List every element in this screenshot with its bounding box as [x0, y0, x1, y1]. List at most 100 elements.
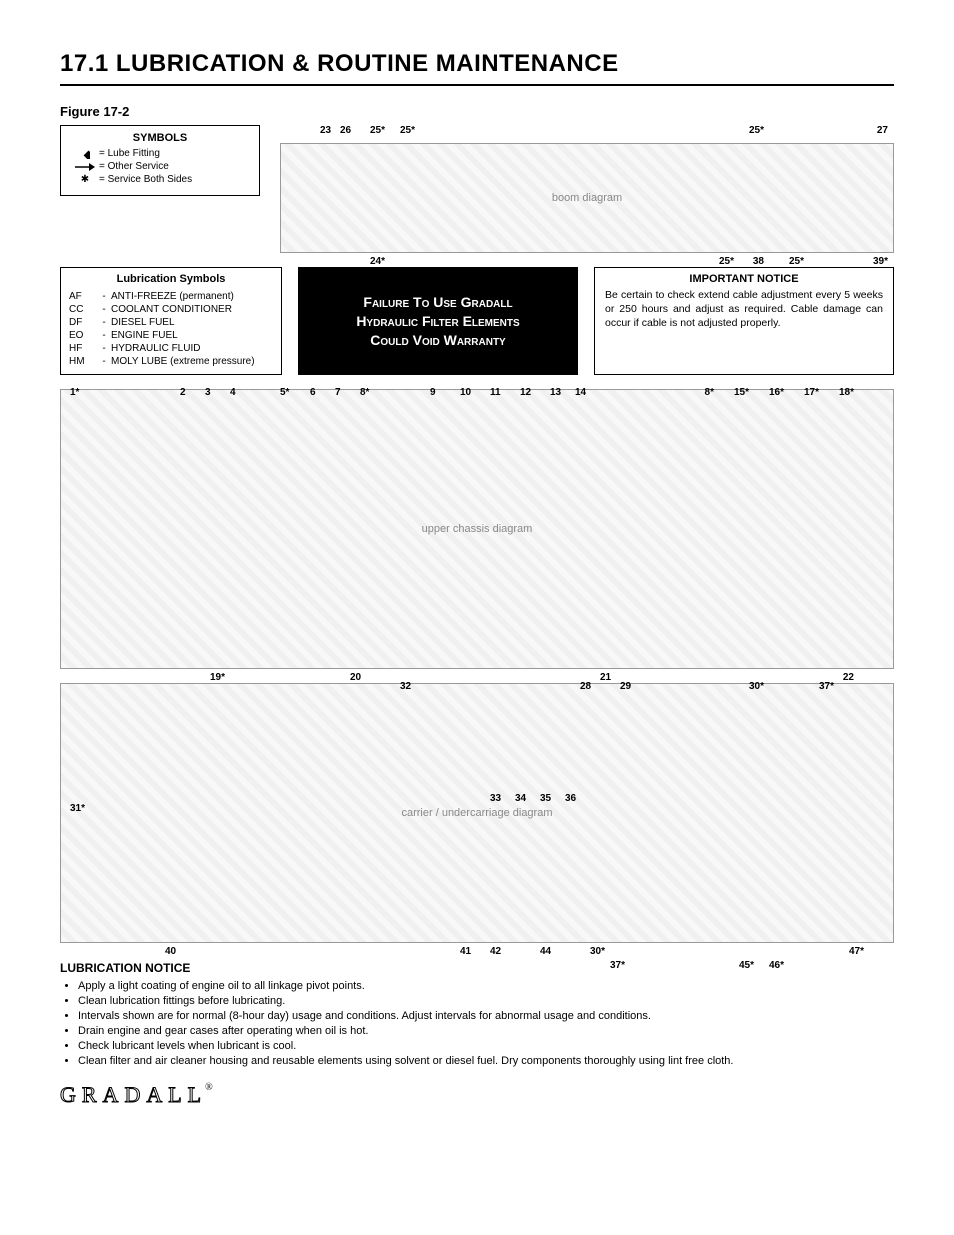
callout: 3 — [205, 387, 211, 398]
callout: 14 — [575, 387, 586, 398]
symbol-text: = Service Both Sides — [99, 174, 249, 185]
callout: 25* — [719, 256, 734, 267]
callout: 35 — [540, 793, 551, 804]
callout: 34 — [515, 793, 526, 804]
list-item: Intervals shown are for normal (8-hour d… — [78, 1009, 894, 1024]
callout: 25* — [370, 125, 385, 136]
lub-sym-row: DF-DIESEL FUEL — [69, 316, 273, 329]
callout: 4 — [230, 387, 236, 398]
callout: 15* — [734, 387, 749, 398]
desc: MOLY LUBE (extreme pressure) — [111, 355, 273, 368]
abbr: HM — [69, 355, 97, 368]
callout: 17* — [804, 387, 819, 398]
boom-diagram: 23 26 25* 25* 25* 27 boom diagram 24* 25… — [280, 125, 894, 253]
callout: 42 — [490, 946, 501, 957]
desc: HYDRAULIC FLUID — [111, 342, 273, 355]
lub-sym-row: AF-ANTI-FREEZE (permanent) — [69, 290, 273, 303]
gradall-logo: GRADALL® — [60, 1082, 894, 1108]
callout: 8* — [705, 387, 714, 398]
callout: 24* — [370, 256, 385, 267]
figure-label: Figure 17-2 — [60, 104, 894, 119]
callout: 47* — [849, 946, 864, 957]
lubrication-notice: LUBRICATION NOTICE Apply a light coating… — [60, 961, 894, 1068]
callout: 13 — [550, 387, 561, 398]
abbr: CC — [69, 303, 97, 316]
callout: 37* — [819, 681, 834, 692]
diagram-placeholder: boom diagram — [280, 143, 894, 253]
warranty-line: Could Void Warranty — [356, 331, 519, 350]
lubrication-symbols-box: Lubrication Symbols AF-ANTI-FREEZE (perm… — [60, 267, 282, 375]
callout: 7 — [335, 387, 341, 398]
symbol-text: = Lube Fitting — [99, 148, 249, 159]
callout: 23 — [320, 125, 331, 136]
symbols-box: SYMBOLS = Lube Fitting = Other Service ✱… — [60, 125, 260, 196]
callout: 44 — [540, 946, 551, 957]
lubrication-symbols-heading: Lubrication Symbols — [69, 272, 273, 286]
desc: ENGINE FUEL — [111, 329, 273, 342]
registered-icon: ® — [205, 1082, 213, 1093]
callout: 9 — [430, 387, 436, 398]
important-notice-heading: IMPORTANT NOTICE — [605, 272, 883, 286]
callout: 5* — [280, 387, 289, 398]
callout: 8* — [360, 387, 369, 398]
callout: 39* — [873, 256, 888, 267]
lub-sym-row: HF-HYDRAULIC FLUID — [69, 342, 273, 355]
logo-text: GRADALL — [60, 1082, 207, 1107]
callout: 1* — [70, 387, 79, 398]
callout: 32 — [400, 681, 411, 692]
warranty-line: Failure To Use Gradall — [356, 293, 519, 312]
callout: 28 — [580, 681, 591, 692]
desc: DIESEL FUEL — [111, 316, 273, 329]
callout: 21 — [600, 672, 611, 683]
diagram-placeholder: upper chassis diagram — [60, 389, 894, 669]
lub-sym-row: HM-MOLY LUBE (extreme pressure) — [69, 355, 273, 368]
desc: ANTI-FREEZE (permanent) — [111, 290, 273, 303]
dash: - — [97, 342, 111, 355]
warranty-notice: Failure To Use Gradall Hydraulic Filter … — [298, 267, 578, 375]
callout: 2 — [180, 387, 186, 398]
symbols-heading: SYMBOLS — [71, 132, 249, 144]
dash: - — [97, 303, 111, 316]
dash: - — [97, 355, 111, 368]
callout: 33 — [490, 793, 501, 804]
dash: - — [97, 290, 111, 303]
service-both-sides-icon: ✱ — [71, 174, 99, 185]
abbr: EO — [69, 329, 97, 342]
callout: 22 — [843, 672, 854, 683]
callout: 41 — [460, 946, 471, 957]
callout: 46* — [769, 960, 784, 971]
callout: 31* — [70, 803, 85, 814]
callout: 25* — [749, 125, 764, 136]
lub-sym-row: EO-ENGINE FUEL — [69, 329, 273, 342]
abbr: DF — [69, 316, 97, 329]
callout: 11 — [490, 387, 501, 398]
callout: 30* — [590, 946, 605, 957]
callout: 38 — [753, 256, 764, 267]
callout: 27 — [877, 125, 888, 136]
warranty-line: Hydraulic Filter Elements — [356, 312, 519, 331]
other-service-icon — [71, 162, 99, 172]
callout: 12 — [520, 387, 531, 398]
diagram-placeholder: carrier / undercarriage diagram — [60, 683, 894, 943]
callout: 19* — [210, 672, 225, 683]
callout: 26 — [340, 125, 351, 136]
abbr: AF — [69, 290, 97, 303]
list-item: Check lubricant levels when lubricant is… — [78, 1039, 894, 1054]
lub-sym-row: CC-COOLANT CONDITIONER — [69, 303, 273, 316]
important-notice-body: Be certain to check extend cable adjustm… — [605, 289, 883, 330]
callout: 18* — [839, 387, 854, 398]
page-title: 17.1 LUBRICATION & ROUTINE MAINTENANCE — [60, 50, 894, 86]
callout: 6 — [310, 387, 316, 398]
callout: 25* — [400, 125, 415, 136]
list-item: Drain engine and gear cases after operat… — [78, 1024, 894, 1039]
upper-chassis-diagram: 1* 2 3 4 5* 6 7 8* 9 10 11 12 13 14 8* 1… — [60, 389, 894, 669]
callout: 20 — [350, 672, 361, 683]
callout: 45* — [739, 960, 754, 971]
important-notice-box: IMPORTANT NOTICE Be certain to check ext… — [594, 267, 894, 375]
symbol-text: = Other Service — [99, 161, 249, 172]
desc: COOLANT CONDITIONER — [111, 303, 273, 316]
abbr: HF — [69, 342, 97, 355]
lubrication-notice-list: Apply a light coating of engine oil to a… — [60, 979, 894, 1068]
mid-row: Lubrication Symbols AF-ANTI-FREEZE (perm… — [60, 267, 894, 375]
list-item: Clean lubrication fittings before lubric… — [78, 994, 894, 1009]
